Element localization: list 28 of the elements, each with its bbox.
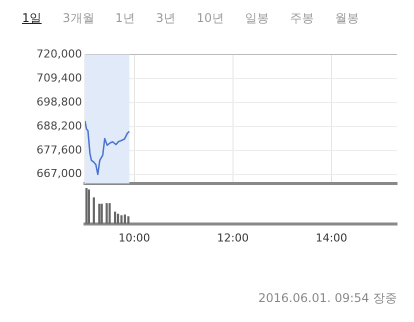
text: 10년 [196, 10, 224, 27]
text: 1년 [115, 10, 135, 27]
y-tick-label: 677,600 [36, 143, 82, 156]
x-tick-label: 12:00 [217, 231, 249, 244]
y-tick-label: 688,200 [36, 119, 82, 132]
text: 3년 [156, 10, 176, 27]
x-tick-label: 10:00 [118, 231, 150, 244]
y-tick-label: 720,000 [36, 47, 82, 60]
text: 3개월 [62, 10, 94, 27]
y-tick-label: 698,800 [36, 95, 82, 108]
bar [106, 203, 108, 224]
bar [98, 204, 100, 224]
bar [92, 197, 95, 224]
y-tick-label: 709,400 [36, 71, 82, 84]
y-tick-label: 667,000 [36, 167, 82, 180]
text: 일봉 [244, 10, 269, 27]
bar [114, 212, 116, 224]
bar [108, 203, 111, 224]
text: 2016.06.01. 09:54 장중 [258, 290, 397, 307]
x-tick-label: 14:00 [316, 231, 348, 244]
bar [120, 215, 123, 224]
bar [124, 214, 126, 224]
text: 1일 [22, 10, 42, 27]
text: 주봉 [290, 10, 314, 27]
bar [100, 204, 103, 224]
bar [88, 189, 90, 224]
text: 월봉 [334, 10, 359, 27]
bar [85, 188, 88, 224]
